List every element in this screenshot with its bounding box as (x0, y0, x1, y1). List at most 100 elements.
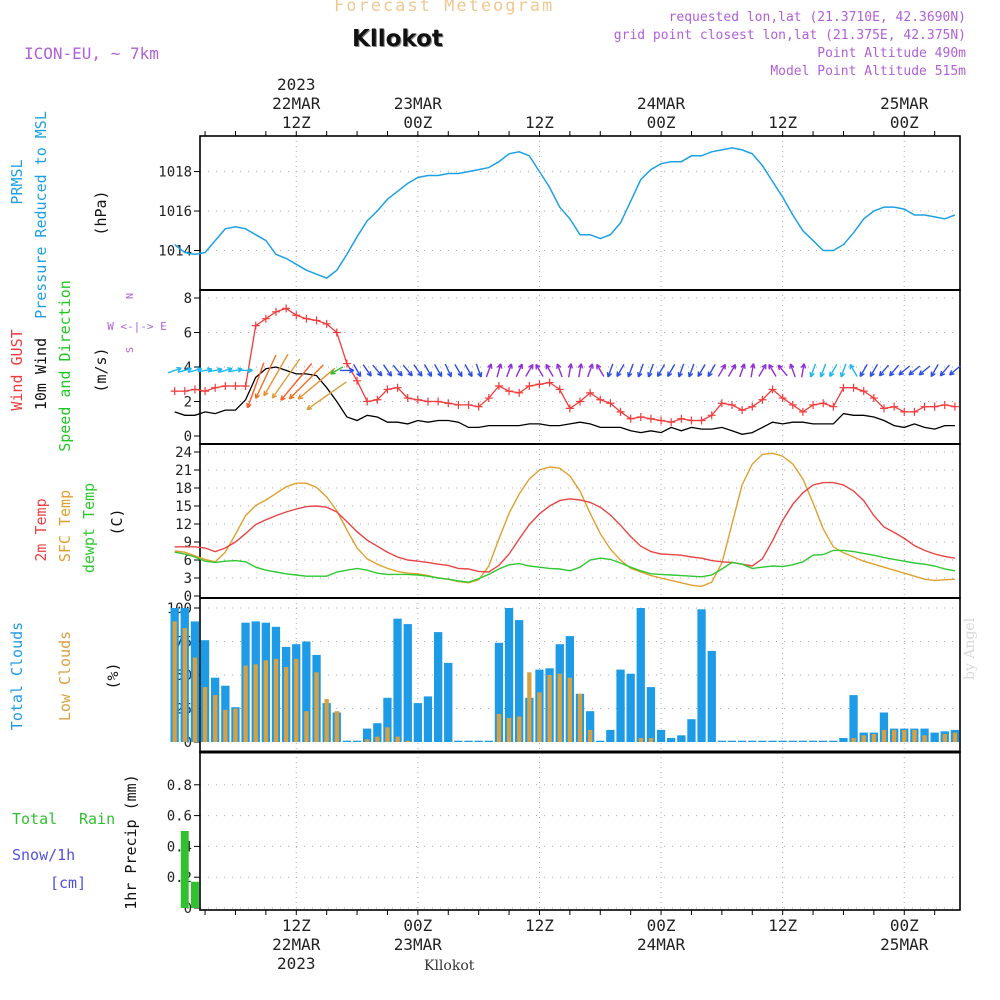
wind-direction-arrow (768, 363, 777, 377)
wind-direction-arrow (627, 363, 634, 378)
y-tick-label: 9 (184, 535, 192, 551)
total-cloud-bar (474, 740, 483, 742)
low-cloud-bar (537, 692, 542, 742)
gust-point (373, 395, 382, 404)
low-cloud-bar (233, 708, 238, 742)
total-cloud-bar (423, 696, 433, 742)
compass-north: N (125, 293, 136, 299)
low-cloud-bar (375, 736, 380, 742)
pressure-unit-label: (hPa) (92, 190, 110, 235)
y-tick-label: 24 (175, 445, 192, 461)
gust-point (849, 383, 858, 392)
gust-point (697, 416, 706, 425)
sfc-temp-label: SFC Temp (56, 490, 74, 562)
total-cloud-bar (403, 624, 412, 742)
bottom-time-label: 23MAR (394, 935, 443, 954)
gust-point (646, 414, 655, 423)
gust-point (393, 383, 402, 392)
y-tick-label: 12 (175, 517, 192, 533)
y-tick-label: 0 (184, 735, 192, 751)
total-cloud-bar (434, 632, 443, 742)
top-time-label: 2023 (277, 75, 316, 94)
total-cloud-bar (454, 740, 463, 742)
total-clouds-label: Total Clouds (8, 622, 26, 730)
wind-direction-arrow (352, 364, 362, 378)
gust-point (657, 416, 666, 425)
gust-point (626, 414, 635, 423)
pressure-line (174, 147, 956, 279)
wind-direction-arrow (800, 363, 807, 378)
total-cloud-bar (727, 740, 737, 742)
total-cloud-bar (879, 712, 889, 742)
wind-direction-arrow (596, 363, 605, 377)
total-cloud-bar (738, 740, 747, 742)
gust-point (616, 407, 625, 416)
gust-point (717, 399, 726, 408)
total-cloud-bar (342, 740, 352, 742)
low-cloud-bar (588, 729, 593, 742)
total-cloud-bar (596, 740, 605, 742)
wind-direction-arrow (758, 363, 767, 377)
low-cloud-bar (942, 734, 947, 742)
gust-point (677, 414, 686, 423)
rain-bar (191, 881, 199, 908)
gust-point (494, 381, 503, 390)
low-cloud-bar (506, 717, 512, 742)
gust-point (282, 304, 291, 313)
gust-point (241, 381, 250, 390)
total-cloud-bar (636, 608, 645, 742)
gust-point (950, 402, 959, 411)
gust-point (403, 394, 412, 403)
wind-direction-arrow (898, 365, 911, 376)
rain-bar (180, 831, 189, 908)
gust-point (251, 321, 260, 330)
bottom-time-label: 25MAR (880, 935, 929, 954)
low-cloud-bar (273, 658, 279, 742)
gust-point (444, 399, 453, 408)
gust-point (778, 394, 787, 403)
gust-point (535, 380, 544, 389)
gust-point (728, 400, 736, 409)
wind-direction-arrow (413, 364, 423, 377)
gust-point (464, 400, 473, 409)
footer-location: Kllokot (424, 958, 475, 974)
total-cloud-bar (798, 740, 808, 742)
wind-direction-arrow (545, 363, 554, 377)
bottom-time-label: 24MAR (637, 935, 686, 954)
wind-speed-line (174, 366, 955, 435)
total-cloud-bar (606, 729, 615, 742)
gust-point (596, 395, 605, 404)
wind-unit-label: (m/s) (92, 347, 110, 392)
location-title: Kllokot (352, 26, 443, 52)
bottom-time-label: 00Z (403, 916, 432, 935)
low-cloud-bar (952, 732, 958, 742)
precip-unit-label: 1hr Precip (mm) (122, 774, 140, 909)
gust-point (829, 402, 838, 411)
wind-direction-arrow (777, 364, 788, 377)
wind-direction-arrow (829, 364, 838, 378)
total-cloud-bar (484, 740, 493, 742)
gust-point (869, 394, 878, 403)
gust-line (174, 307, 956, 423)
bottom-time-label: 12Z (282, 916, 311, 935)
gust-point (920, 402, 929, 411)
top-time-label: 12Z (768, 113, 797, 132)
low-cloud-bar (365, 739, 370, 742)
wind-direction-arrow (750, 363, 756, 378)
y-tick-label: 0.6 (167, 809, 192, 825)
low-cloud-bar (922, 735, 927, 742)
wind-direction-arrow (727, 363, 737, 377)
y-tick-label: 18 (175, 481, 192, 497)
low-cloud-bar (861, 735, 866, 742)
total-cloud-bar (677, 735, 686, 742)
total-cloud-bar (302, 641, 311, 742)
y-tick-label: 1014 (158, 243, 192, 259)
top-time-label: 12Z (525, 113, 554, 132)
gust-point (819, 399, 828, 408)
total-cloud-bar (616, 669, 625, 742)
pressure-label: Pressure Reduced to MSL (32, 111, 50, 319)
low-cloud-bar (496, 713, 502, 742)
bottom-time-label: 00Z (647, 916, 676, 935)
gust-point (211, 383, 220, 392)
